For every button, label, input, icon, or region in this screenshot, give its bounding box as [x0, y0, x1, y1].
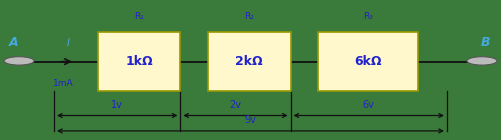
Text: R₂: R₂: [244, 12, 254, 21]
Bar: [318, 32, 418, 91]
Bar: [208, 32, 291, 91]
Text: 2v: 2v: [229, 100, 241, 110]
Text: I: I: [67, 38, 70, 48]
Text: 6kΩ: 6kΩ: [355, 55, 382, 68]
Text: B: B: [481, 36, 490, 48]
Text: R₃: R₃: [363, 12, 373, 21]
Text: 9v: 9v: [244, 115, 257, 125]
Text: 1kΩ: 1kΩ: [125, 55, 153, 68]
Text: 1v: 1v: [111, 100, 123, 110]
Text: 2kΩ: 2kΩ: [235, 55, 263, 68]
Circle shape: [467, 57, 497, 65]
Text: 1mA: 1mA: [53, 79, 74, 88]
Bar: [98, 32, 180, 91]
Text: 6v: 6v: [363, 100, 375, 110]
Text: A: A: [9, 36, 19, 48]
Circle shape: [4, 57, 34, 65]
Text: R₁: R₁: [134, 12, 144, 21]
